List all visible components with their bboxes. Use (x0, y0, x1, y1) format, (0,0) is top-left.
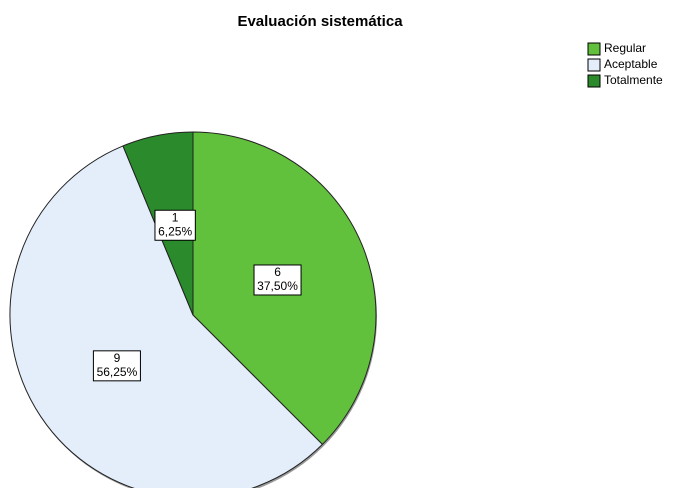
data-label-percent: 6,25% (158, 224, 192, 238)
data-label-count: 6 (274, 265, 281, 279)
legend-swatch (587, 58, 601, 72)
legend-label: Regular (604, 41, 646, 55)
data-label-percent: 56,25% (97, 365, 138, 379)
data-label-box (253, 264, 302, 296)
data-label: 956,25% (92, 350, 141, 382)
pie-slice (9, 145, 324, 488)
data-label-count: 9 (114, 351, 121, 365)
data-label: 16,25% (154, 209, 196, 241)
data-label-count: 1 (172, 210, 179, 224)
data-label-box (92, 350, 141, 382)
chart-title: Evaluación sistemática (237, 13, 403, 30)
legend-swatch (587, 74, 601, 88)
data-label-box (154, 209, 196, 241)
legend-swatch (587, 42, 601, 56)
legend-label: Totalmente (604, 73, 663, 87)
legend-label: Aceptable (604, 57, 658, 71)
data-label: 637,50% (253, 264, 302, 296)
data-label-percent: 37,50% (257, 279, 298, 293)
